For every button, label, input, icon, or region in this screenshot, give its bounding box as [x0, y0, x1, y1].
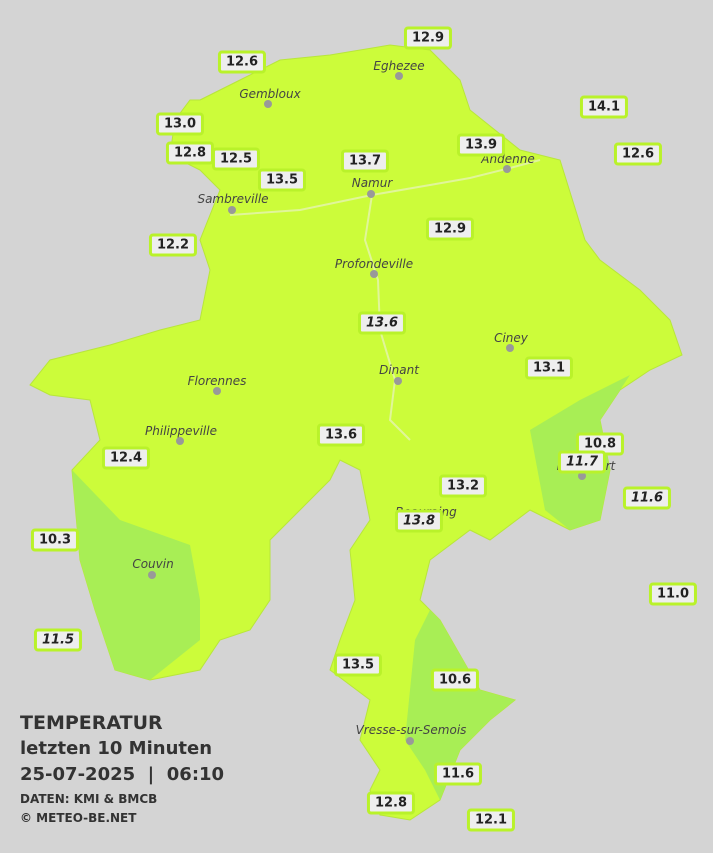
copyright: © METEO-BE.NET [20, 811, 137, 825]
station-value: 11.7 [557, 450, 607, 474]
source: DATEN: KMI & BMCB [20, 792, 158, 806]
station-value: 11.5 [33, 628, 83, 652]
station-value: 12.4 [101, 446, 151, 470]
title: TEMPERATUR [20, 712, 163, 734]
station-value: 13.1 [524, 356, 574, 380]
city-dot [228, 206, 236, 214]
city-dot [370, 270, 378, 278]
cool-zone [72, 470, 200, 680]
station-value: 13.6 [316, 423, 366, 447]
station-value: 13.6 [357, 311, 407, 335]
city-dot [406, 737, 414, 745]
subtitle: letzten 10 Minuten [20, 738, 213, 759]
city-dot [395, 72, 403, 80]
station-value: 11.0 [648, 582, 698, 606]
station-value: 13.7 [340, 149, 390, 173]
station-value: 12.8 [165, 141, 215, 165]
station-value: 13.9 [456, 133, 506, 157]
station-value: 12.9 [403, 26, 453, 50]
city-label: Ciney [494, 331, 528, 345]
city-dot [367, 190, 375, 198]
datetime: 25-07-2025 | 06:10 [20, 764, 225, 785]
city-label: Dinant [379, 363, 419, 377]
city-label: Profondeville [334, 257, 414, 271]
station-value: 12.2 [148, 233, 198, 257]
station-value: 10.6 [430, 668, 480, 692]
city-dot [394, 377, 402, 385]
cool-zone [405, 610, 515, 800]
station-value: 12.8 [366, 791, 416, 815]
station-value: 10.3 [30, 528, 80, 552]
station-value: 14.1 [579, 95, 629, 119]
city-label: Vresse-sur-Semois [355, 723, 467, 737]
city-label: Couvin [132, 557, 174, 571]
station-value: 12.9 [425, 217, 475, 241]
station-value: 12.5 [211, 147, 261, 171]
city-label: Namur [351, 176, 393, 190]
city-dot [264, 100, 272, 108]
city-dot [578, 472, 586, 480]
city-label: Gembloux [239, 87, 301, 101]
station-value: 12.6 [613, 142, 663, 166]
city-label: Sambreville [197, 192, 269, 206]
city-dot [176, 437, 184, 445]
city-label: Eghezee [373, 59, 425, 73]
station-value: 11.6 [433, 762, 483, 786]
station-value: 13.0 [155, 112, 205, 136]
city-dot [213, 387, 221, 395]
city-dot [503, 165, 511, 173]
station-value: 13.8 [394, 509, 444, 533]
city-label: Florennes [187, 374, 247, 388]
city-label: Philippeville [145, 424, 217, 438]
station-value: 13.5 [257, 168, 307, 192]
station-value: 13.5 [333, 653, 383, 677]
station-value: 12.6 [217, 50, 267, 74]
city-dot [506, 344, 514, 352]
city-dot [148, 571, 156, 579]
station-value: 13.2 [438, 474, 488, 498]
station-value: 12.1 [466, 808, 516, 832]
station-value: 11.6 [622, 486, 672, 510]
